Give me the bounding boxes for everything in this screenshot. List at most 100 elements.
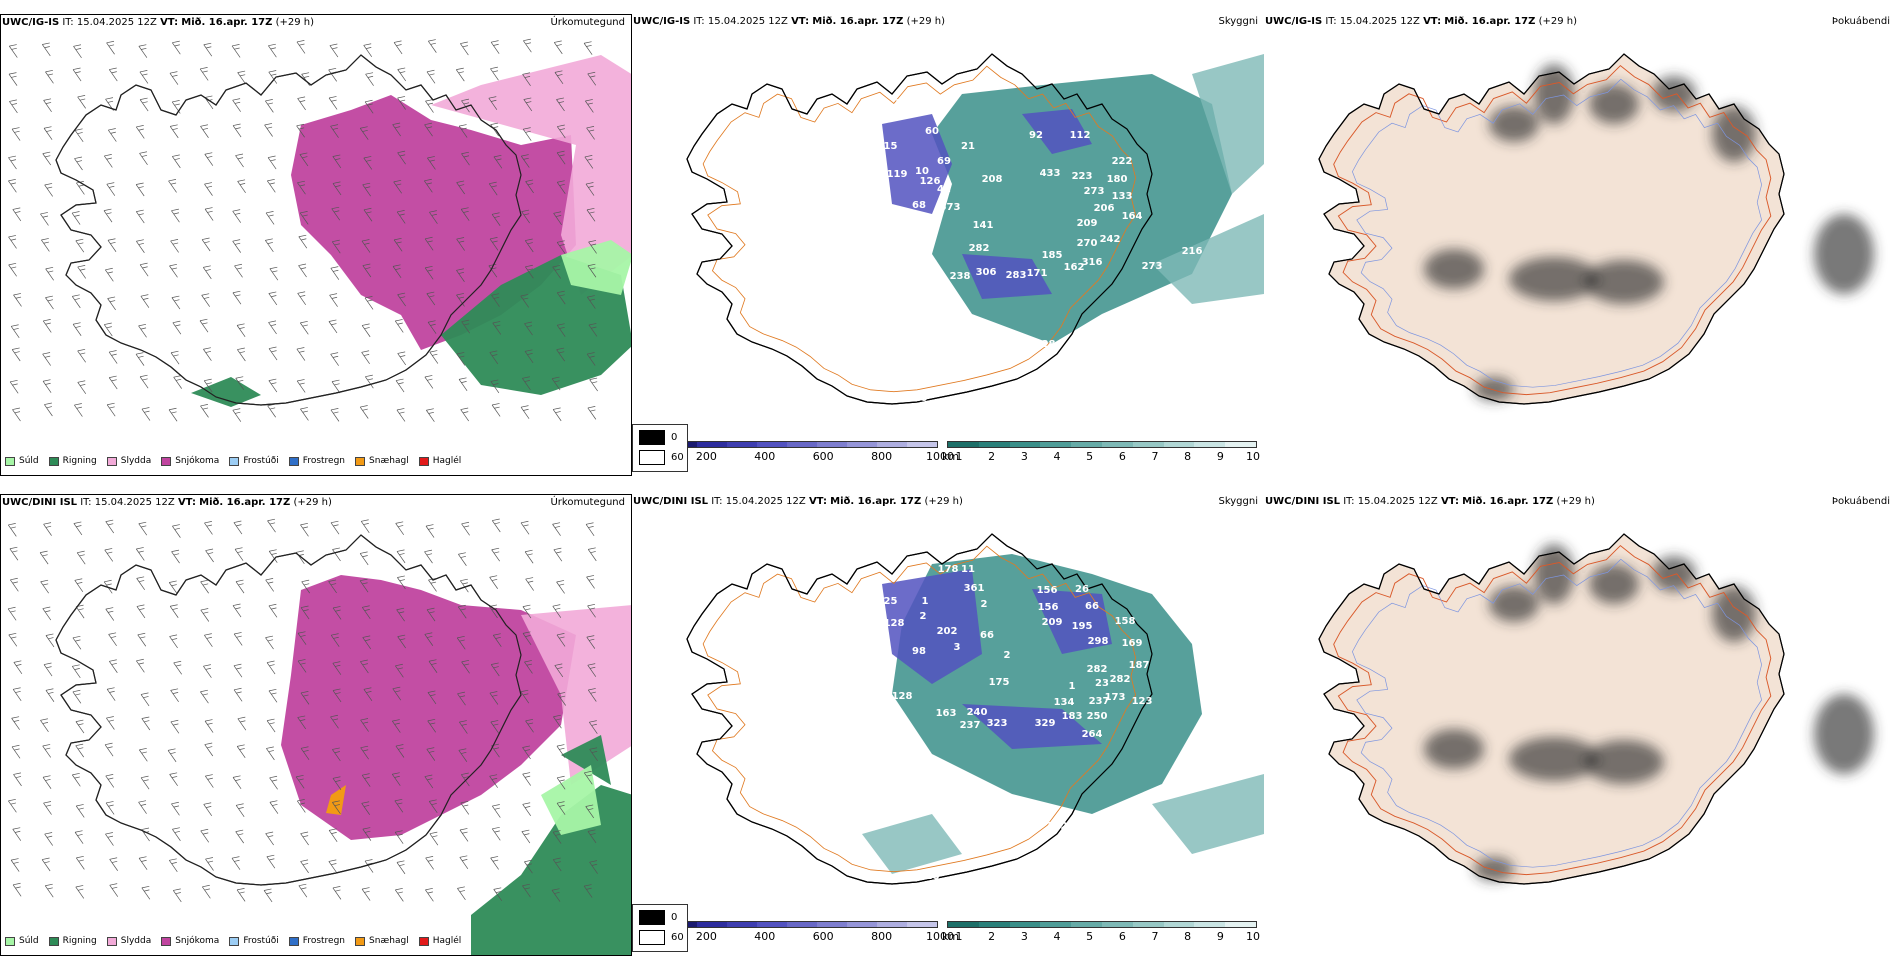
wind-barb bbox=[587, 663, 597, 677]
wind-barb bbox=[74, 830, 84, 844]
cloud-base-label: 2 bbox=[1004, 650, 1011, 661]
wind-barb bbox=[72, 635, 82, 650]
iceland-coastline bbox=[55, 534, 522, 886]
wind-barb bbox=[330, 520, 340, 535]
wind-barb bbox=[43, 522, 52, 536]
rain-area bbox=[191, 255, 631, 407]
wind-barb bbox=[8, 235, 17, 249]
wind-barb bbox=[492, 804, 501, 818]
panel-header: UWC/DINI ISL IT: 15.04.2025 12Z VT: Mið.… bbox=[1265, 496, 1595, 507]
wind-barb bbox=[556, 775, 566, 790]
visibility_scale-colorbar bbox=[947, 921, 1257, 928]
wind-barb bbox=[74, 578, 84, 592]
wind-barb bbox=[42, 319, 52, 333]
wind-barb bbox=[492, 321, 502, 335]
wind-barb bbox=[556, 801, 566, 815]
cloud-base-label: 26 bbox=[1075, 584, 1089, 595]
wind-barb bbox=[493, 887, 503, 902]
wind-barb bbox=[522, 745, 531, 760]
legend-item: Súld bbox=[5, 936, 39, 946]
wind-barb bbox=[205, 774, 214, 788]
wind-barb bbox=[553, 211, 562, 225]
wind-barb bbox=[460, 207, 470, 221]
wind-barb bbox=[204, 742, 214, 757]
wind-barb bbox=[524, 859, 533, 874]
legend-label: Snjókoma bbox=[175, 936, 220, 946]
wind-barb bbox=[522, 883, 531, 898]
wind-barb bbox=[554, 663, 564, 678]
cloud-base-label: 134 bbox=[1054, 697, 1075, 708]
cloud-base-label: 195 bbox=[1072, 621, 1093, 632]
wind-barb bbox=[525, 179, 534, 194]
wind-barb bbox=[169, 634, 178, 649]
wind-barb bbox=[235, 376, 245, 390]
legend-swatch bbox=[229, 456, 240, 466]
fog-legend-row: 0 bbox=[639, 910, 677, 925]
wind-barb bbox=[267, 178, 276, 193]
wind-barb bbox=[45, 266, 54, 281]
wind-barb bbox=[520, 294, 530, 308]
wind-barb bbox=[135, 209, 145, 224]
wind-barb bbox=[74, 128, 84, 143]
legend-item: Frostregn bbox=[288, 456, 345, 466]
wind-barb bbox=[205, 548, 214, 563]
wind-barb bbox=[552, 407, 562, 422]
wind-barb bbox=[362, 635, 372, 650]
cloud-base-label: 11 bbox=[961, 564, 975, 575]
panel-title: Úrkomutegund bbox=[550, 497, 625, 508]
wind-barb bbox=[41, 857, 51, 872]
wind-barb bbox=[489, 350, 499, 365]
wind-barb bbox=[332, 747, 341, 762]
wind-barb bbox=[429, 350, 439, 364]
wind-barb bbox=[108, 128, 117, 142]
tick-label: 1 bbox=[955, 930, 963, 943]
legend-item: Frostúði bbox=[229, 456, 279, 466]
wind-barb bbox=[40, 579, 49, 594]
tick-label: 7 bbox=[1151, 930, 1159, 943]
wind-barb bbox=[171, 208, 180, 223]
wind-barb bbox=[231, 44, 241, 58]
wind-barb bbox=[363, 687, 373, 701]
wind-barb bbox=[106, 182, 116, 196]
panel-header: UWC/IG-IS IT: 15.04.2025 12Z VT: Mið. 16… bbox=[2, 17, 314, 28]
wind-barb bbox=[72, 689, 82, 704]
wind-barb bbox=[169, 124, 179, 139]
cloud-base-label: 282 bbox=[1110, 674, 1131, 685]
wind-barb bbox=[360, 519, 370, 533]
tick-label: 10 bbox=[1246, 450, 1260, 463]
wind-barb bbox=[267, 518, 276, 533]
cloud-base-label: 237 bbox=[960, 720, 981, 731]
wind-barb bbox=[77, 265, 87, 279]
wind-barb bbox=[108, 632, 117, 647]
cloud-base-label: 156 bbox=[1037, 585, 1058, 596]
wind-barb bbox=[267, 155, 277, 170]
wind-barb bbox=[71, 664, 81, 679]
wind-barb bbox=[520, 520, 530, 535]
wind-barb bbox=[205, 857, 214, 871]
wind-barb bbox=[296, 347, 306, 361]
wind-barb bbox=[74, 403, 83, 417]
panel-header: UWC/IG-IS IT: 15.04.2025 12Z VT: Mið. 16… bbox=[633, 16, 945, 27]
wind-barb bbox=[9, 99, 18, 114]
wind-barb bbox=[395, 744, 405, 758]
cloud-base-label: 209 bbox=[1042, 617, 1063, 628]
wind-barb bbox=[136, 658, 145, 673]
wind-barb bbox=[12, 687, 22, 701]
tick-label: 200 bbox=[695, 930, 717, 943]
wind-barb bbox=[204, 521, 213, 535]
wind-barb bbox=[172, 40, 181, 55]
wind-barb bbox=[39, 550, 49, 565]
cloud-base-label: 112 bbox=[1070, 130, 1091, 141]
wind-barb bbox=[237, 347, 246, 362]
wind-barb bbox=[170, 350, 180, 365]
wind-barb bbox=[393, 40, 403, 55]
iceland-coastline bbox=[1318, 53, 1785, 405]
wind-barb bbox=[428, 39, 437, 53]
wind-barb bbox=[488, 181, 498, 196]
wind-barb bbox=[524, 549, 534, 564]
precip-type-map bbox=[7, 518, 631, 955]
wind-barb bbox=[424, 265, 434, 280]
wind-barb bbox=[168, 407, 178, 422]
cloud-base-label: 180 bbox=[1107, 174, 1128, 185]
wind-barb bbox=[141, 885, 151, 900]
